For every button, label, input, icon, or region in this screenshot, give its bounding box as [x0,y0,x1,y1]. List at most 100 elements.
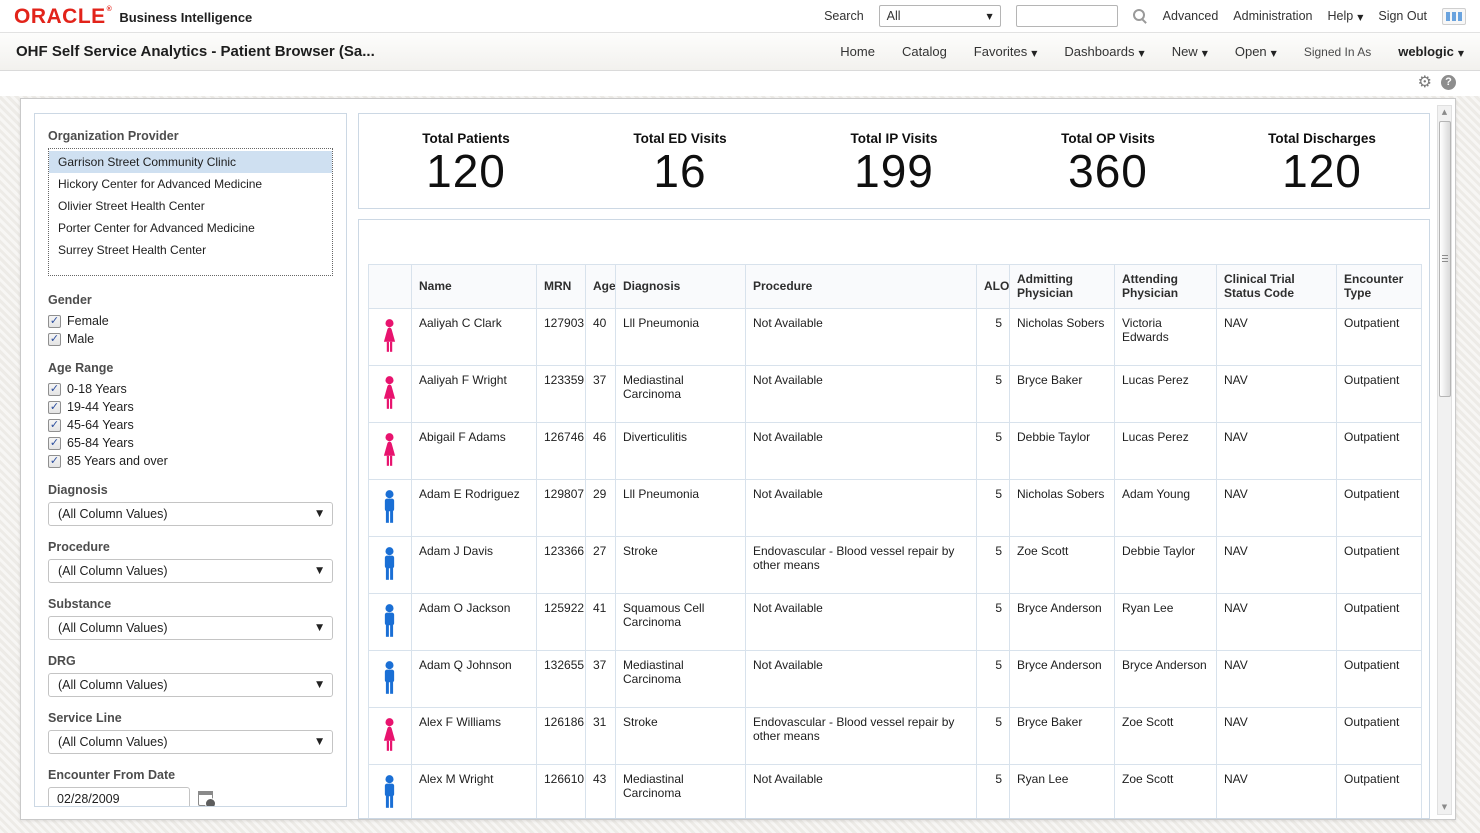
cell-mrn: 126610 [536,763,586,818]
cell-attending-physician: Lucas Perez [1114,421,1217,480]
administration-link[interactable]: Administration [1233,9,1313,23]
male-icon [379,601,401,642]
checkbox-label: 0-18 Years [67,382,127,396]
list-item[interactable]: Surrey Street Health Center [58,243,207,257]
dashboard-header: OHF Self Service Analytics - Patient Bro… [0,33,1480,71]
list-item[interactable]: Hickory Center for Advanced Medicine [58,177,263,191]
cell-attending-physician: Adam Young [1114,478,1217,537]
cell-procedure: Not Available [745,364,977,423]
male-icon [379,658,401,699]
chevron-down-icon: ▼ [1201,49,1208,58]
cell-clinical-trial-status-code: NAV [1216,535,1337,594]
checkbox-icon: ✓ [48,436,61,450]
cell-encounter-type: Outpatient [1336,421,1422,480]
scrollbar-thumb[interactable] [1438,121,1451,397]
cell-age: 43 [585,763,616,818]
tiles-icon[interactable] [1442,7,1466,25]
advanced-link[interactable]: Advanced [1162,9,1219,23]
checkbox-label: 65-84 Years [67,436,134,450]
nav-favorites[interactable]: Favorites ▼ [973,44,1038,59]
cell-mrn: 132655 [536,649,586,708]
search-input[interactable] [1015,5,1118,27]
cell-admitting-physician: Bryce Baker [1009,706,1115,765]
nav-new[interactable]: New ▼ [1171,44,1208,59]
scroll-down-icon[interactable]: ▼ [1441,803,1448,811]
cell-diagnosis: Stroke [615,535,746,594]
cell-encounter-type: Outpatient [1336,649,1422,708]
list-item[interactable]: Olivier Street Health Center [58,199,205,213]
checkbox-age-19-44[interactable]: ✓ 19-44 Years [48,398,333,416]
gear-icon[interactable]: ⚙ [1417,72,1432,91]
checkbox-age-0-18[interactable]: ✓ 0-18 Years [48,380,333,398]
male-icon [379,772,401,813]
cell-diagnosis: Lll Pneumonia [615,307,746,366]
checkbox-female[interactable]: ✓ Female [48,312,333,330]
user-menu[interactable]: weblogic ▼ [1398,44,1464,59]
cell-attending-physician: Debbie Taylor [1114,535,1217,594]
encounter-from-date-input[interactable] [48,787,190,806]
kpi-label: Total Discharges [1268,130,1376,146]
procedure-select[interactable]: (All Column Values) ▼ [48,559,333,583]
cell-mrn: 126186 [536,706,586,765]
product-name: Business Intelligence [119,10,253,25]
checkbox-age-45-64[interactable]: ✓ 45-64 Years [48,416,333,434]
cell-name: Aaliyah C Clark [411,307,537,366]
list-item[interactable]: Porter Center for Advanced Medicine [58,221,255,235]
col-mrn: MRN [536,264,586,309]
select-value: (All Column Values) [58,621,168,635]
diagnosis-select[interactable]: (All Column Values) ▼ [48,502,333,526]
cell-name: Adam J Davis [411,535,537,594]
scroll-up-icon[interactable]: ▲ [1441,108,1448,116]
kpi-value: 120 [426,144,506,197]
table-row: Abigail F Adams 126746 46 Diverticulitis… [368,421,1422,480]
cell-diagnosis: Squamous Cell Carcinoma [615,592,746,651]
select-value: (All Column Values) [58,564,168,578]
col-diagnosis: Diagnosis [615,264,746,309]
select-value: (All Column Values) [58,678,168,692]
female-icon [379,715,401,756]
sign-out-link[interactable]: Sign Out [1378,9,1427,23]
service-line-select[interactable]: (All Column Values) ▼ [48,730,333,754]
encounter-from-date-label: Encounter From Date [48,768,176,782]
col-admitting-physician: Admitting Physician [1009,264,1115,309]
cell-procedure: Not Available [745,649,977,708]
cell-procedure: Not Available [745,763,977,818]
cell-age: 27 [585,535,616,594]
drg-select[interactable]: (All Column Values) ▼ [48,673,333,697]
drg-label: DRG [48,654,76,668]
cell-clinical-trial-status-code: NAV [1216,763,1337,818]
help-icon[interactable]: ? [1441,75,1456,90]
table-row: Adam O Jackson 125922 41 Squamous Cell C… [368,592,1422,651]
gender-checkgroup: ✓ Female ✓ Male [48,312,333,348]
search-icon[interactable] [1132,8,1148,24]
cell-admitting-physician: Bryce Baker [1009,364,1115,423]
procedure-label: Procedure [48,540,110,554]
nav-open[interactable]: Open ▼ [1234,44,1277,59]
male-icon [379,487,401,528]
org-provider-listbox: Garrison Street Community Clinic Hickory… [48,148,333,276]
kpi-value: 16 [653,144,707,197]
checkbox-age-65-84[interactable]: ✓ 65-84 Years [48,434,333,452]
kpi-value: 120 [1282,144,1362,197]
cell-alos: 5 [976,535,1010,594]
list-item[interactable]: Garrison Street Community Clinic [49,151,332,173]
search-scope-select[interactable]: All ▼ [878,5,1001,27]
nav-dashboards[interactable]: Dashboards ▼ [1064,44,1145,59]
checkbox-icon: ✓ [48,332,61,346]
table-row: Aaliyah C Clark 127903 40 Lll Pneumonia … [368,307,1422,366]
kpi-label: Total OP Visits [1061,130,1155,146]
cell-admitting-physician: Bryce Anderson [1009,649,1115,708]
calendar-icon[interactable] [198,791,216,806]
cell-name: Abigail F Adams [411,421,537,480]
cell-admitting-physician: Debbie Taylor [1009,421,1115,480]
substance-select[interactable]: (All Column Values) ▼ [48,616,333,640]
checkbox-male[interactable]: ✓ Male [48,330,333,348]
col-alos: ALOS [976,264,1010,309]
nav-catalog[interactable]: Catalog [901,44,947,59]
table-row: Alex F Williams 126186 31 Stroke Endovas… [368,706,1422,765]
help-menu[interactable]: Help ▼ [1327,9,1364,23]
cell-mrn: 129807 [536,478,586,537]
checkbox-age-85-over[interactable]: ✓ 85 Years and over [48,452,333,470]
nav-home[interactable]: Home [840,44,875,59]
female-icon [379,316,401,357]
